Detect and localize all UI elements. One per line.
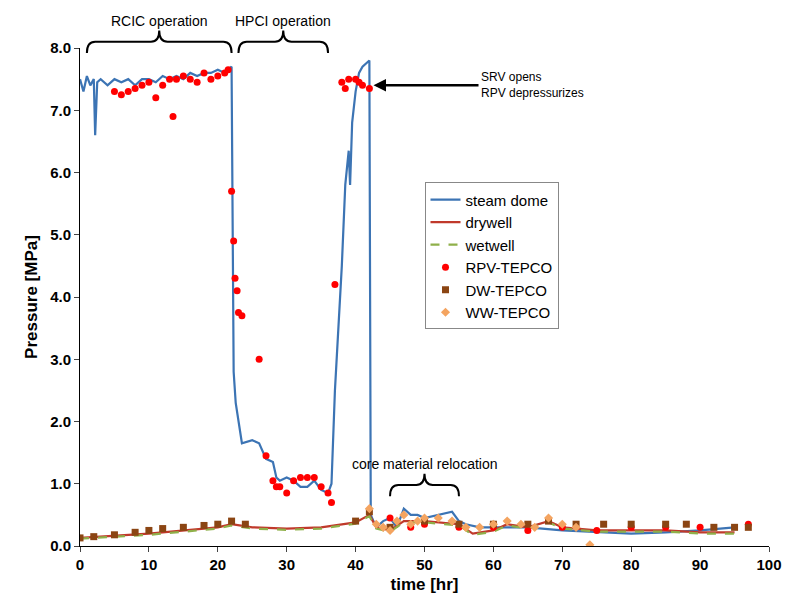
svg-text:RCIC operation: RCIC operation bbox=[111, 13, 208, 29]
svg-text:wetwell: wetwell bbox=[465, 237, 515, 254]
svg-text:80: 80 bbox=[623, 556, 640, 573]
svg-text:steam dome: steam dome bbox=[466, 192, 549, 209]
svg-text:HPCI operation: HPCI operation bbox=[235, 13, 331, 29]
svg-text:30: 30 bbox=[278, 556, 295, 573]
svg-text:5.0: 5.0 bbox=[50, 226, 71, 243]
svg-text:SRV opensRPV depressurizes: SRV opensRPV depressurizes bbox=[481, 70, 584, 100]
svg-text:60: 60 bbox=[485, 556, 502, 573]
svg-text:10: 10 bbox=[141, 556, 158, 573]
svg-text:core material relocation: core material relocation bbox=[352, 456, 498, 472]
svg-text:20: 20 bbox=[209, 556, 226, 573]
svg-text:WW-TEPCO: WW-TEPCO bbox=[466, 304, 551, 321]
svg-text:8.0: 8.0 bbox=[50, 39, 71, 56]
svg-text:DW-TEPCO: DW-TEPCO bbox=[466, 282, 547, 299]
svg-text:2.0: 2.0 bbox=[50, 413, 71, 430]
svg-text:RPV-TEPCO: RPV-TEPCO bbox=[466, 259, 553, 276]
svg-text:Pressure [MPa]: Pressure [MPa] bbox=[22, 235, 41, 359]
svg-text:90: 90 bbox=[692, 556, 709, 573]
svg-text:0.0: 0.0 bbox=[50, 537, 71, 554]
svg-text:70: 70 bbox=[554, 556, 571, 573]
svg-text:4.0: 4.0 bbox=[50, 288, 71, 305]
svg-text:drywell: drywell bbox=[466, 214, 513, 231]
svg-text:100: 100 bbox=[756, 556, 781, 573]
svg-text:6.0: 6.0 bbox=[50, 164, 71, 181]
svg-text:50: 50 bbox=[416, 556, 433, 573]
svg-text:0: 0 bbox=[76, 556, 84, 573]
svg-text:3.0: 3.0 bbox=[50, 351, 71, 368]
svg-text:1.0: 1.0 bbox=[50, 475, 71, 492]
svg-text:time [hr]: time [hr] bbox=[391, 575, 459, 594]
svg-text:7.0: 7.0 bbox=[50, 102, 71, 119]
svg-text:40: 40 bbox=[347, 556, 364, 573]
